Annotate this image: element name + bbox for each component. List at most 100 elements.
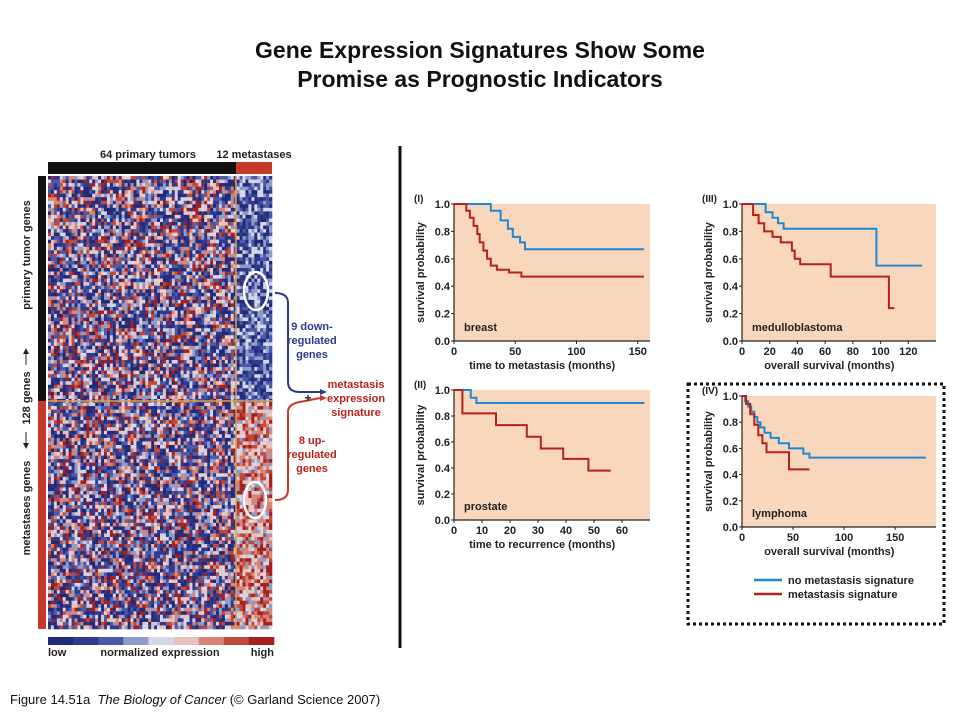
heatmap-cell bbox=[65, 367, 69, 371]
heatmap-cell bbox=[59, 250, 64, 255]
heatmap-cell bbox=[68, 402, 72, 407]
heatmap-cell bbox=[109, 214, 114, 219]
heatmap-cell bbox=[198, 246, 202, 251]
heatmap-cell bbox=[59, 324, 64, 329]
heatmap-cell bbox=[195, 299, 199, 304]
heatmap-cell bbox=[201, 402, 205, 407]
heatmap-cell bbox=[157, 395, 161, 400]
heatmap-cell bbox=[157, 345, 161, 350]
heatmap-cell bbox=[71, 211, 75, 216]
heatmap-cell bbox=[168, 243, 173, 248]
heatmap-cell bbox=[236, 314, 240, 318]
heatmap-cell bbox=[257, 193, 261, 198]
heatmap-cell bbox=[145, 345, 149, 350]
heatmap-cell bbox=[192, 214, 196, 219]
heatmap-cell bbox=[216, 303, 220, 308]
heatmap-cell bbox=[112, 225, 117, 230]
heatmap-cell bbox=[121, 345, 125, 350]
heatmap-cell bbox=[115, 356, 120, 361]
heatmap-cell bbox=[124, 303, 128, 308]
heatmap-cell bbox=[133, 374, 137, 379]
heatmap-cell bbox=[171, 331, 176, 336]
heatmap-cell bbox=[266, 275, 270, 279]
heatmap-cell bbox=[230, 236, 234, 240]
heatmap-cell bbox=[127, 384, 131, 389]
heatmap-cell bbox=[174, 176, 178, 180]
heatmap-cell bbox=[118, 229, 122, 233]
heatmap-cell bbox=[171, 384, 176, 389]
heatmap-cell bbox=[245, 370, 249, 375]
heatmap-cell bbox=[204, 285, 208, 290]
heatmap-cell bbox=[257, 183, 261, 187]
heatmap-cell bbox=[174, 360, 178, 364]
heatmap-cell bbox=[236, 377, 240, 382]
heatmap-cell bbox=[124, 374, 128, 379]
heatmap-cell bbox=[59, 271, 64, 276]
heatmap-cell bbox=[230, 246, 234, 251]
heatmap-cell bbox=[216, 381, 220, 386]
heatmap-cell bbox=[218, 193, 223, 198]
heatmap-cell bbox=[53, 225, 58, 230]
heatmap-cell bbox=[269, 214, 273, 219]
heatmap-cell bbox=[56, 282, 61, 287]
heatmap-cell bbox=[210, 186, 214, 191]
heatmap-cell bbox=[171, 374, 176, 379]
heatmap-cell bbox=[227, 306, 232, 311]
heatmap-cell bbox=[260, 310, 264, 315]
heatmap-cell bbox=[151, 342, 155, 347]
heatmap-cell bbox=[124, 342, 128, 347]
heatmap-cell bbox=[189, 377, 193, 382]
heatmap-cell bbox=[53, 324, 58, 329]
heatmap-cell bbox=[86, 314, 90, 318]
heatmap-cell bbox=[124, 360, 128, 364]
heatmap-cell bbox=[133, 257, 137, 262]
heatmap-cell bbox=[80, 391, 84, 396]
heatmap-cell bbox=[124, 296, 128, 301]
heatmap-cell bbox=[53, 391, 58, 396]
heatmap-cell bbox=[74, 381, 78, 386]
heatmap-cell bbox=[165, 264, 170, 269]
heatmap-cell bbox=[68, 190, 72, 194]
heatmap-cell bbox=[165, 299, 170, 304]
heatmap-cell bbox=[168, 338, 173, 343]
heatmap-cell bbox=[74, 306, 78, 311]
heatmap-cell bbox=[83, 268, 87, 272]
heatmap-cell bbox=[101, 310, 105, 315]
heatmap-cell bbox=[83, 285, 87, 290]
heatmap-cell bbox=[104, 250, 108, 255]
heatmap-cell bbox=[118, 260, 122, 265]
heatmap-cell bbox=[80, 370, 84, 375]
heatmap-cell bbox=[165, 335, 170, 340]
heatmap-cell bbox=[245, 204, 249, 209]
heatmap-cell bbox=[104, 349, 108, 354]
heatmap-cell bbox=[216, 218, 220, 223]
heatmap-cell bbox=[80, 345, 84, 350]
heatmap-cell bbox=[198, 303, 202, 308]
heatmap-cell bbox=[65, 243, 69, 248]
heatmap-cell bbox=[95, 222, 99, 226]
heatmap-cell bbox=[195, 190, 199, 194]
heatmap-cell bbox=[201, 292, 205, 297]
heatmap-cell bbox=[80, 310, 84, 315]
heatmap-cell bbox=[106, 342, 111, 347]
heatmap-cell bbox=[74, 314, 78, 318]
heatmap-cell bbox=[239, 370, 243, 375]
heatmap-cell bbox=[50, 321, 55, 325]
heatmap-cell bbox=[148, 360, 152, 364]
heatmap-cell bbox=[68, 268, 72, 272]
heatmap-cell bbox=[118, 204, 122, 209]
heatmap-cell bbox=[142, 214, 146, 219]
heatmap-cell bbox=[213, 243, 217, 248]
heatmap-cell bbox=[162, 384, 167, 389]
heatmap-cell bbox=[124, 250, 128, 255]
heatmap-cell bbox=[118, 289, 122, 294]
heatmap-cell bbox=[210, 285, 214, 290]
heatmap-cell bbox=[186, 285, 190, 290]
heatmap-cell bbox=[121, 384, 125, 389]
heatmap-cell bbox=[142, 271, 146, 276]
heatmap-cell bbox=[269, 257, 273, 262]
heatmap-cell bbox=[180, 303, 184, 308]
heatmap-cell bbox=[245, 349, 249, 354]
heatmap-cell bbox=[174, 278, 178, 283]
heatmap-cell bbox=[198, 176, 202, 180]
